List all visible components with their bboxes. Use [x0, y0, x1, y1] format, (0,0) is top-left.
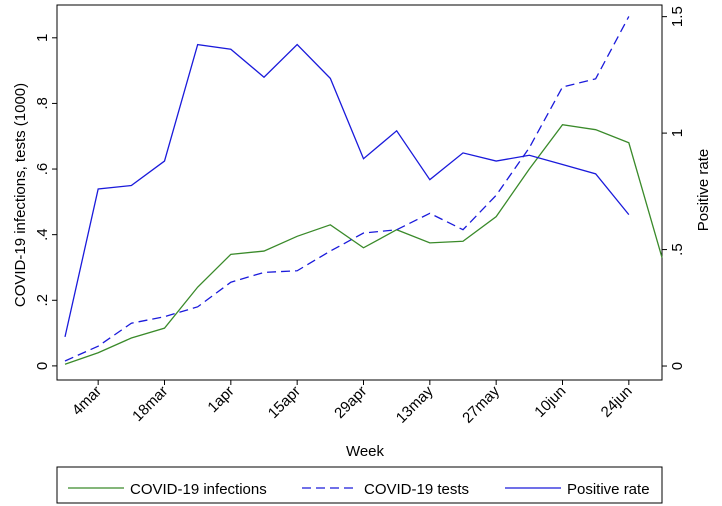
y-tick-label: .4 — [34, 228, 51, 241]
line-series — [64, 124, 663, 365]
x-tick-label: 24jun — [598, 383, 636, 421]
y2-tick-label: .5 — [669, 243, 686, 256]
x-tick-label: 4mar — [69, 383, 105, 419]
x-tick-label: 13may — [393, 382, 437, 426]
y-tick-label: .8 — [34, 97, 51, 110]
y2-tick-label: 0 — [669, 362, 686, 370]
y2-tick-label: 1.5 — [669, 6, 686, 27]
line-series — [64, 16, 630, 362]
y2-axis-title: Positive rate — [695, 149, 712, 232]
y2-tick-label: 1 — [669, 129, 686, 137]
legend-label: COVID-19 infections — [130, 481, 267, 498]
x-axis-title: Week — [346, 443, 385, 460]
line-series — [64, 43, 630, 338]
legend-box — [56, 466, 663, 504]
x-tick-label: 27may — [459, 382, 503, 426]
x-tick-label: 18mar — [129, 383, 171, 425]
x-tick-label: 10jun — [531, 383, 569, 421]
legend-label: COVID-19 tests — [364, 481, 469, 498]
y-tick-label: 0 — [34, 362, 51, 370]
plot-frame — [56, 4, 663, 381]
x-tick-label: 1apr — [204, 383, 237, 416]
y-tick-label: .6 — [34, 163, 51, 176]
y-tick-label: 1 — [34, 34, 51, 42]
legend-label: Positive rate — [567, 481, 650, 498]
y-axis-title: COVID-19 infections, tests (1000) — [12, 83, 29, 307]
y-tick-label: .2 — [34, 294, 51, 307]
x-tick-label: 15apr — [265, 383, 304, 422]
x-tick-label: 29apr — [331, 383, 370, 422]
